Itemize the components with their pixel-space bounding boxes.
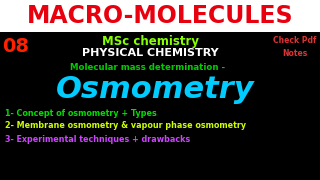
Text: Osmometry: Osmometry bbox=[56, 75, 254, 104]
Text: Check Pdf
Notes: Check Pdf Notes bbox=[273, 36, 317, 58]
Text: PHYSICAL CHEMISTRY: PHYSICAL CHEMISTRY bbox=[82, 48, 218, 58]
Text: 1- Concept of osmometry + Types: 1- Concept of osmometry + Types bbox=[5, 109, 157, 118]
Text: MSc chemistry: MSc chemistry bbox=[101, 35, 198, 48]
Bar bbox=[0, 0, 320, 32]
Text: Molecular mass determination -: Molecular mass determination - bbox=[70, 62, 226, 71]
Text: MACRO-MOLECULES: MACRO-MOLECULES bbox=[27, 4, 293, 28]
Bar bbox=[0, 32, 320, 180]
Text: 3- Experimental techniques + drawbacks: 3- Experimental techniques + drawbacks bbox=[5, 134, 190, 143]
Text: 08: 08 bbox=[3, 37, 29, 55]
Text: 2- Membrane osmometry & vapour phase osmometry: 2- Membrane osmometry & vapour phase osm… bbox=[5, 122, 246, 130]
